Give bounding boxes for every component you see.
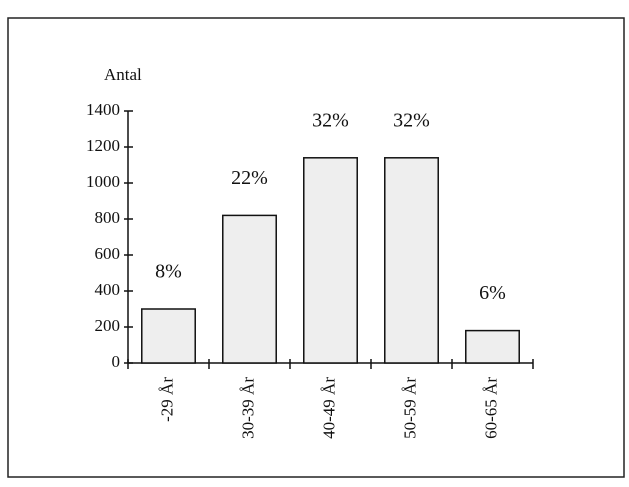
bar-annotation: 32% (312, 109, 349, 131)
x-tick-label: -29 År (157, 377, 176, 422)
x-tick-label: 30-39 År (238, 377, 257, 439)
bar-annotation: 6% (479, 282, 506, 304)
bar (465, 329, 520, 364)
bar-annotation: 22% (231, 167, 268, 189)
bar (141, 308, 196, 364)
y-tick-label: 1200 (86, 136, 120, 155)
bar-annotation: 8% (155, 261, 182, 283)
y-tick-label: 1000 (86, 172, 120, 191)
bar-annotation: 32% (393, 109, 430, 131)
x-tick-label: 60-65 År (481, 377, 500, 439)
bar (303, 157, 358, 364)
y-tick-label: 0 (112, 352, 121, 371)
bar (384, 157, 439, 364)
y-tick-label: 600 (95, 244, 121, 263)
y-tick-label: 200 (95, 316, 121, 335)
y-tick-label: 800 (95, 208, 121, 227)
y-tick-label: 1400 (86, 100, 120, 119)
y-axis-label: Antal (104, 65, 142, 84)
bar (222, 214, 277, 364)
x-tick-label: 50-59 År (400, 377, 419, 439)
frame (7, 17, 625, 478)
x-tick-label: 40-49 År (319, 377, 338, 439)
y-tick-label: 400 (95, 280, 121, 299)
